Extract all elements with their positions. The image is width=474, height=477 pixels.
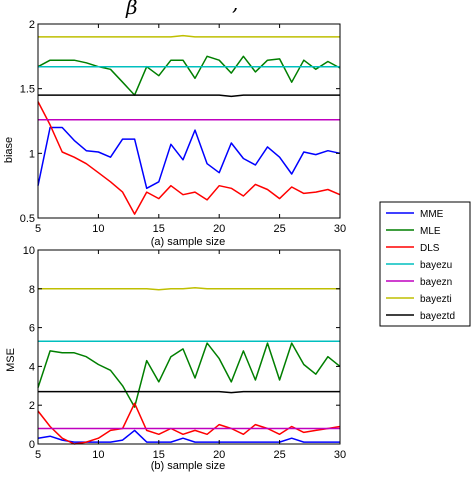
x-tick-label: 10	[92, 449, 104, 461]
legend-label-MME: MME	[420, 209, 444, 220]
y-tick-label: 1	[29, 148, 35, 160]
x-tick-label: 15	[153, 449, 165, 461]
y-tick-label: 2	[29, 400, 35, 412]
x-tick-label: 25	[273, 449, 285, 461]
y-tick-label: 10	[23, 245, 35, 257]
x-tick-label: 25	[273, 223, 285, 235]
panel-a-chart: 5 10 15 20 25 30 0.5 1 1.5 2 (a) sample size biase	[3, 19, 346, 248]
series-line-bayeztd	[38, 390, 340, 394]
series-line-bayezti	[38, 34, 340, 38]
legend-label-bayezn: bayezn	[420, 277, 452, 288]
y-tick-label: 1.5	[20, 84, 35, 96]
series-line-MLE	[37, 55, 341, 96]
legend-label-bayezti: bayezti	[420, 294, 452, 305]
top-symbol: β	[125, 0, 138, 19]
x-tick-label: 30	[334, 223, 346, 235]
x-tick-label: 5	[35, 223, 41, 235]
plot-frame	[37, 249, 341, 445]
y-tick-label: 4	[29, 361, 35, 373]
x-tick-label: 5	[35, 449, 41, 461]
legend-label-MLE: MLE	[420, 226, 441, 237]
series-line-bayezti	[38, 287, 340, 291]
series-line-MLE	[37, 342, 341, 408]
series-line-DLS	[37, 402, 341, 445]
series-line-DLS	[37, 101, 341, 215]
x-tick-label: 20	[213, 449, 225, 461]
y-tick-label: 8	[29, 284, 35, 296]
y-tick-label: 0.5	[20, 213, 35, 225]
top-comma: ,	[232, 0, 238, 15]
series-line-MME	[37, 126, 341, 190]
x-tick-label: 20	[213, 223, 225, 235]
x-tick-label: 15	[153, 223, 165, 235]
x-tick-label: 10	[92, 223, 104, 235]
legend: MME MLE DLS bayezu bayezn bayezti bayeztd	[379, 201, 471, 327]
y-axis-label: biase	[3, 137, 15, 163]
panel-b-chart: 5 10 15 20 25 30 0 2 4 6 8 10 (b) sample size MSE	[5, 245, 346, 472]
y-tick-label: 2	[29, 19, 35, 31]
y-axis-label: MSE	[5, 348, 17, 372]
y-tick-label: 6	[29, 323, 35, 335]
legend-label-bayezu: bayezu	[420, 260, 452, 271]
x-axis-label: (a) sample size	[151, 236, 226, 248]
plot-frame	[37, 23, 341, 219]
series-line-bayeztd	[38, 94, 340, 98]
legend-label-bayeztd: bayeztd	[420, 311, 455, 322]
y-tick-label: 0	[29, 439, 35, 451]
x-tick-label: 30	[334, 449, 346, 461]
x-axis-label: (b) sample size	[151, 460, 226, 472]
legend-label-DLS: DLS	[420, 243, 440, 254]
